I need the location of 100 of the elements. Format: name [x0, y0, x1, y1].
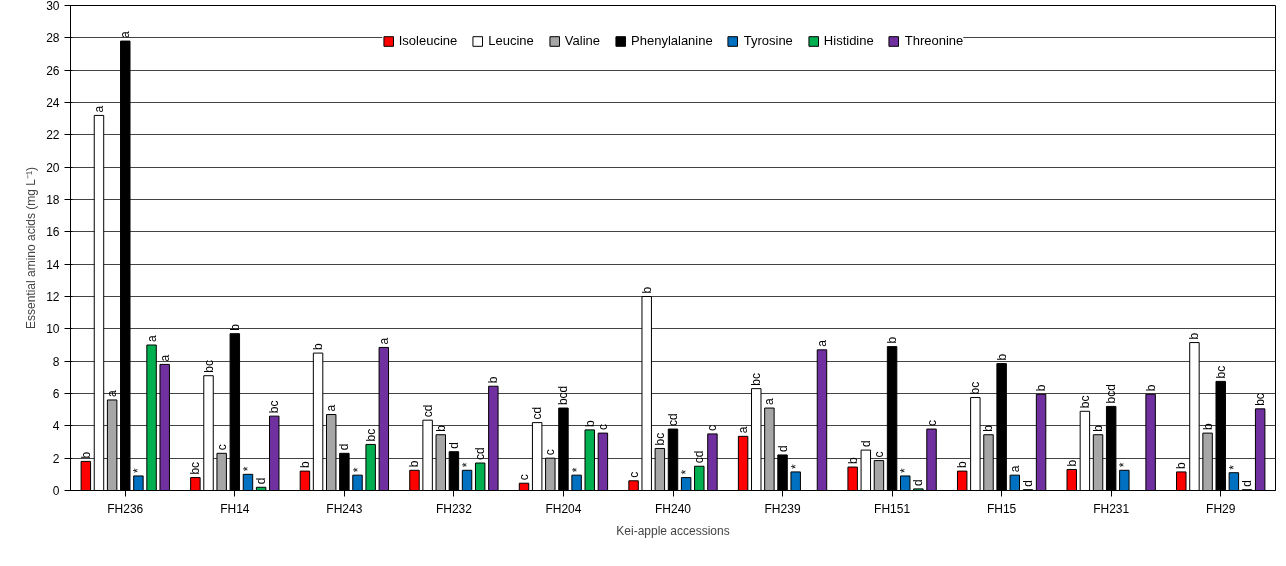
legend-label: Valine — [564, 33, 601, 48]
data-label: c — [626, 471, 641, 478]
data-label: d — [1240, 480, 1255, 487]
data-label: b — [407, 460, 422, 468]
data-label: a — [1007, 465, 1022, 473]
data-label: * — [788, 463, 803, 469]
y-tick-label: 8 — [52, 354, 60, 369]
data-label: d — [775, 445, 790, 452]
data-label: b — [1143, 384, 1158, 392]
data-label: b — [297, 461, 312, 469]
data-label: d — [1020, 480, 1035, 487]
data-label: * — [240, 466, 255, 472]
x-tick-label: FH204 — [545, 501, 582, 516]
data-label: bc — [968, 381, 983, 395]
data-label: a — [144, 335, 159, 342]
data-label: * — [131, 467, 146, 473]
y-tick-label: 2 — [52, 451, 60, 466]
x-tick-label: FH240 — [654, 501, 692, 516]
data-label: d — [911, 479, 926, 486]
x-tick-label: FH236 — [107, 501, 144, 516]
legend-label: Tyrosine — [743, 33, 793, 48]
data-label: b — [582, 419, 597, 427]
data-label: c — [705, 424, 720, 431]
data-label: a — [814, 339, 829, 347]
y-tick-label: 20 — [46, 160, 60, 175]
legend-label: Isoleucine — [398, 33, 458, 48]
y-tick-label: 24 — [46, 96, 60, 110]
data-label: * — [569, 467, 584, 473]
data-label: * — [898, 467, 913, 473]
data-label: * — [1226, 464, 1241, 470]
data-label: bc — [1213, 365, 1228, 379]
y-tick-label: 16 — [46, 225, 60, 240]
y-tick-label: 14 — [46, 257, 60, 272]
data-label: bc — [652, 432, 667, 446]
data-label: cd — [420, 404, 435, 418]
data-label: d — [858, 440, 873, 448]
x-tick-label: FH231 — [1093, 501, 1130, 516]
data-label: d — [446, 442, 461, 449]
data-label: c — [871, 451, 886, 458]
y-tick-label: 18 — [46, 193, 60, 207]
data-label: bc — [188, 461, 203, 475]
data-label: bc — [363, 428, 378, 442]
data-label: a — [762, 398, 777, 406]
data-label: bc — [1253, 393, 1268, 406]
y-axis-title: Essential amino acids (mg L⁻¹) — [24, 166, 39, 330]
y-tick-label: 12 — [46, 290, 60, 304]
y-tick-label: 0 — [52, 484, 60, 498]
data-label: a — [118, 31, 133, 39]
data-label: b — [433, 424, 448, 432]
data-label: cd — [530, 406, 545, 420]
data-label: c — [543, 449, 558, 456]
y-tick-label: 22 — [46, 128, 60, 143]
x-tick-label: FH243 — [326, 501, 363, 516]
data-label: d — [254, 477, 269, 485]
data-label: a — [736, 426, 751, 434]
data-label: b — [994, 353, 1009, 361]
data-label: b — [1034, 384, 1049, 392]
data-label: * — [1117, 462, 1132, 468]
data-label: bcd — [556, 385, 571, 406]
x-tick-label: FH29 — [1206, 501, 1236, 516]
data-label: bc — [267, 400, 282, 414]
data-label: b — [885, 336, 900, 344]
x-tick-label: FH151 — [874, 501, 911, 516]
data-label: a — [105, 389, 120, 397]
data-label: b — [845, 457, 860, 465]
legend-label: Leucine — [488, 33, 534, 48]
legend-label: Threonine — [904, 33, 964, 48]
y-tick-label: 28 — [46, 31, 60, 46]
data-label: b — [311, 343, 326, 351]
y-tick-label: 10 — [46, 322, 60, 337]
data-label: b — [981, 424, 996, 432]
data-label: a — [157, 354, 172, 362]
y-tick-label: 30 — [46, 0, 60, 13]
data-label: a — [324, 404, 339, 412]
data-label: b — [1200, 423, 1215, 431]
data-label: a — [376, 337, 391, 345]
data-label: bc — [749, 372, 764, 386]
data-label: b — [1187, 332, 1202, 340]
data-label: c — [595, 424, 610, 431]
y-tick-label: 6 — [52, 387, 60, 401]
data-label: b — [1064, 459, 1079, 467]
x-tick-label: FH15 — [986, 501, 1017, 516]
data-label: d — [337, 443, 352, 451]
data-label: b — [1174, 461, 1189, 469]
data-label: b — [78, 451, 93, 459]
data-label: * — [460, 462, 475, 468]
y-tick-label: 26 — [46, 63, 60, 78]
data-label: b — [1091, 424, 1106, 432]
data-label: c — [924, 420, 939, 427]
data-label: b — [639, 286, 654, 294]
data-label: bc — [1077, 395, 1092, 409]
data-label: * — [350, 467, 365, 473]
legend-label: Phenylalanine — [631, 33, 713, 48]
data-label: b — [486, 376, 501, 384]
data-label: cd — [666, 413, 680, 427]
data-label: * — [679, 469, 694, 475]
x-tick-label: FH232 — [435, 501, 473, 516]
data-label: b — [955, 461, 970, 469]
data-label: bc — [201, 360, 216, 373]
x-axis-title: Kei-apple accessions — [616, 523, 730, 538]
